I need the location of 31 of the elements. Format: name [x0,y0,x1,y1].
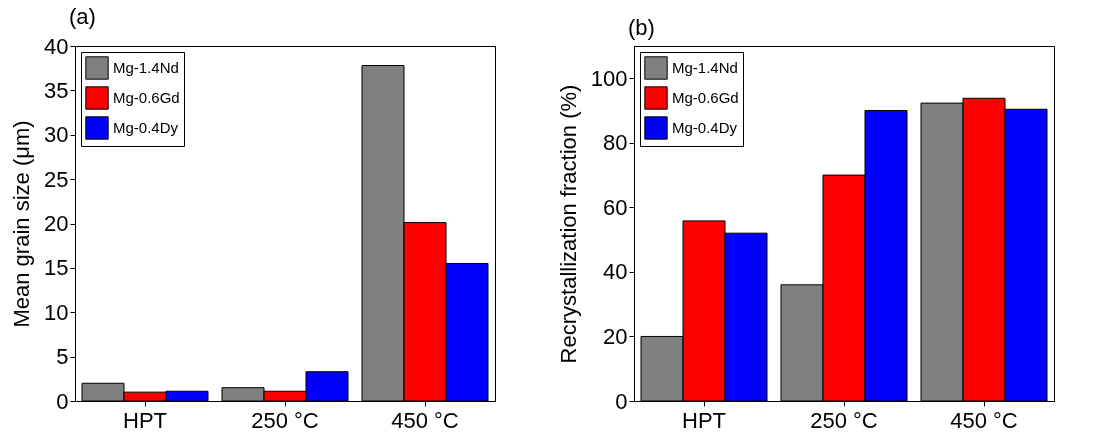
y-tick-label: 100 [590,65,628,91]
x-tick-label: HPT [123,407,167,433]
y-tick-label: 40 [44,33,69,59]
x-tick-label: 250 °C [251,407,319,433]
y-tick-label: 35 [44,77,69,103]
y-tick-label: 0 [615,388,628,414]
y-tick-label: 25 [44,166,69,192]
y-tick-label: 30 [44,122,69,148]
legend-label: Mg-0.6Gd [672,89,739,106]
y-tick-label: 40 [603,259,628,285]
y-axis-title: Recrystallization fraction (%) [555,84,581,364]
legend-label: Mg-1.4Nd [113,59,179,76]
y-tick-label: 60 [603,194,628,220]
y-tick-label: 5 [56,344,69,370]
legend-label: Mg-1.4Nd [672,59,738,76]
y-tick-label: 0 [56,388,69,414]
legend-label: Mg-0.4Dy [672,119,738,136]
legend-label: Mg-0.6Gd [113,89,180,106]
x-tick-label: 450 °C [950,407,1018,433]
chart-title: (a) [69,4,96,29]
chart-title: (b) [628,15,655,40]
y-tick-label: 20 [44,211,69,236]
legend-label: Mg-0.4Dy [113,119,179,136]
x-tick-label: 450 °C [391,407,459,433]
y-tick-label: 15 [44,255,69,281]
y-tick-label: 20 [603,323,628,349]
x-tick-label: HPT [682,407,726,433]
y-axis-title: Mean grain size (μm) [9,120,35,328]
y-tick-label: 10 [44,299,69,325]
x-tick-label: 250 °C [810,407,878,433]
y-tick-label: 80 [603,130,628,156]
